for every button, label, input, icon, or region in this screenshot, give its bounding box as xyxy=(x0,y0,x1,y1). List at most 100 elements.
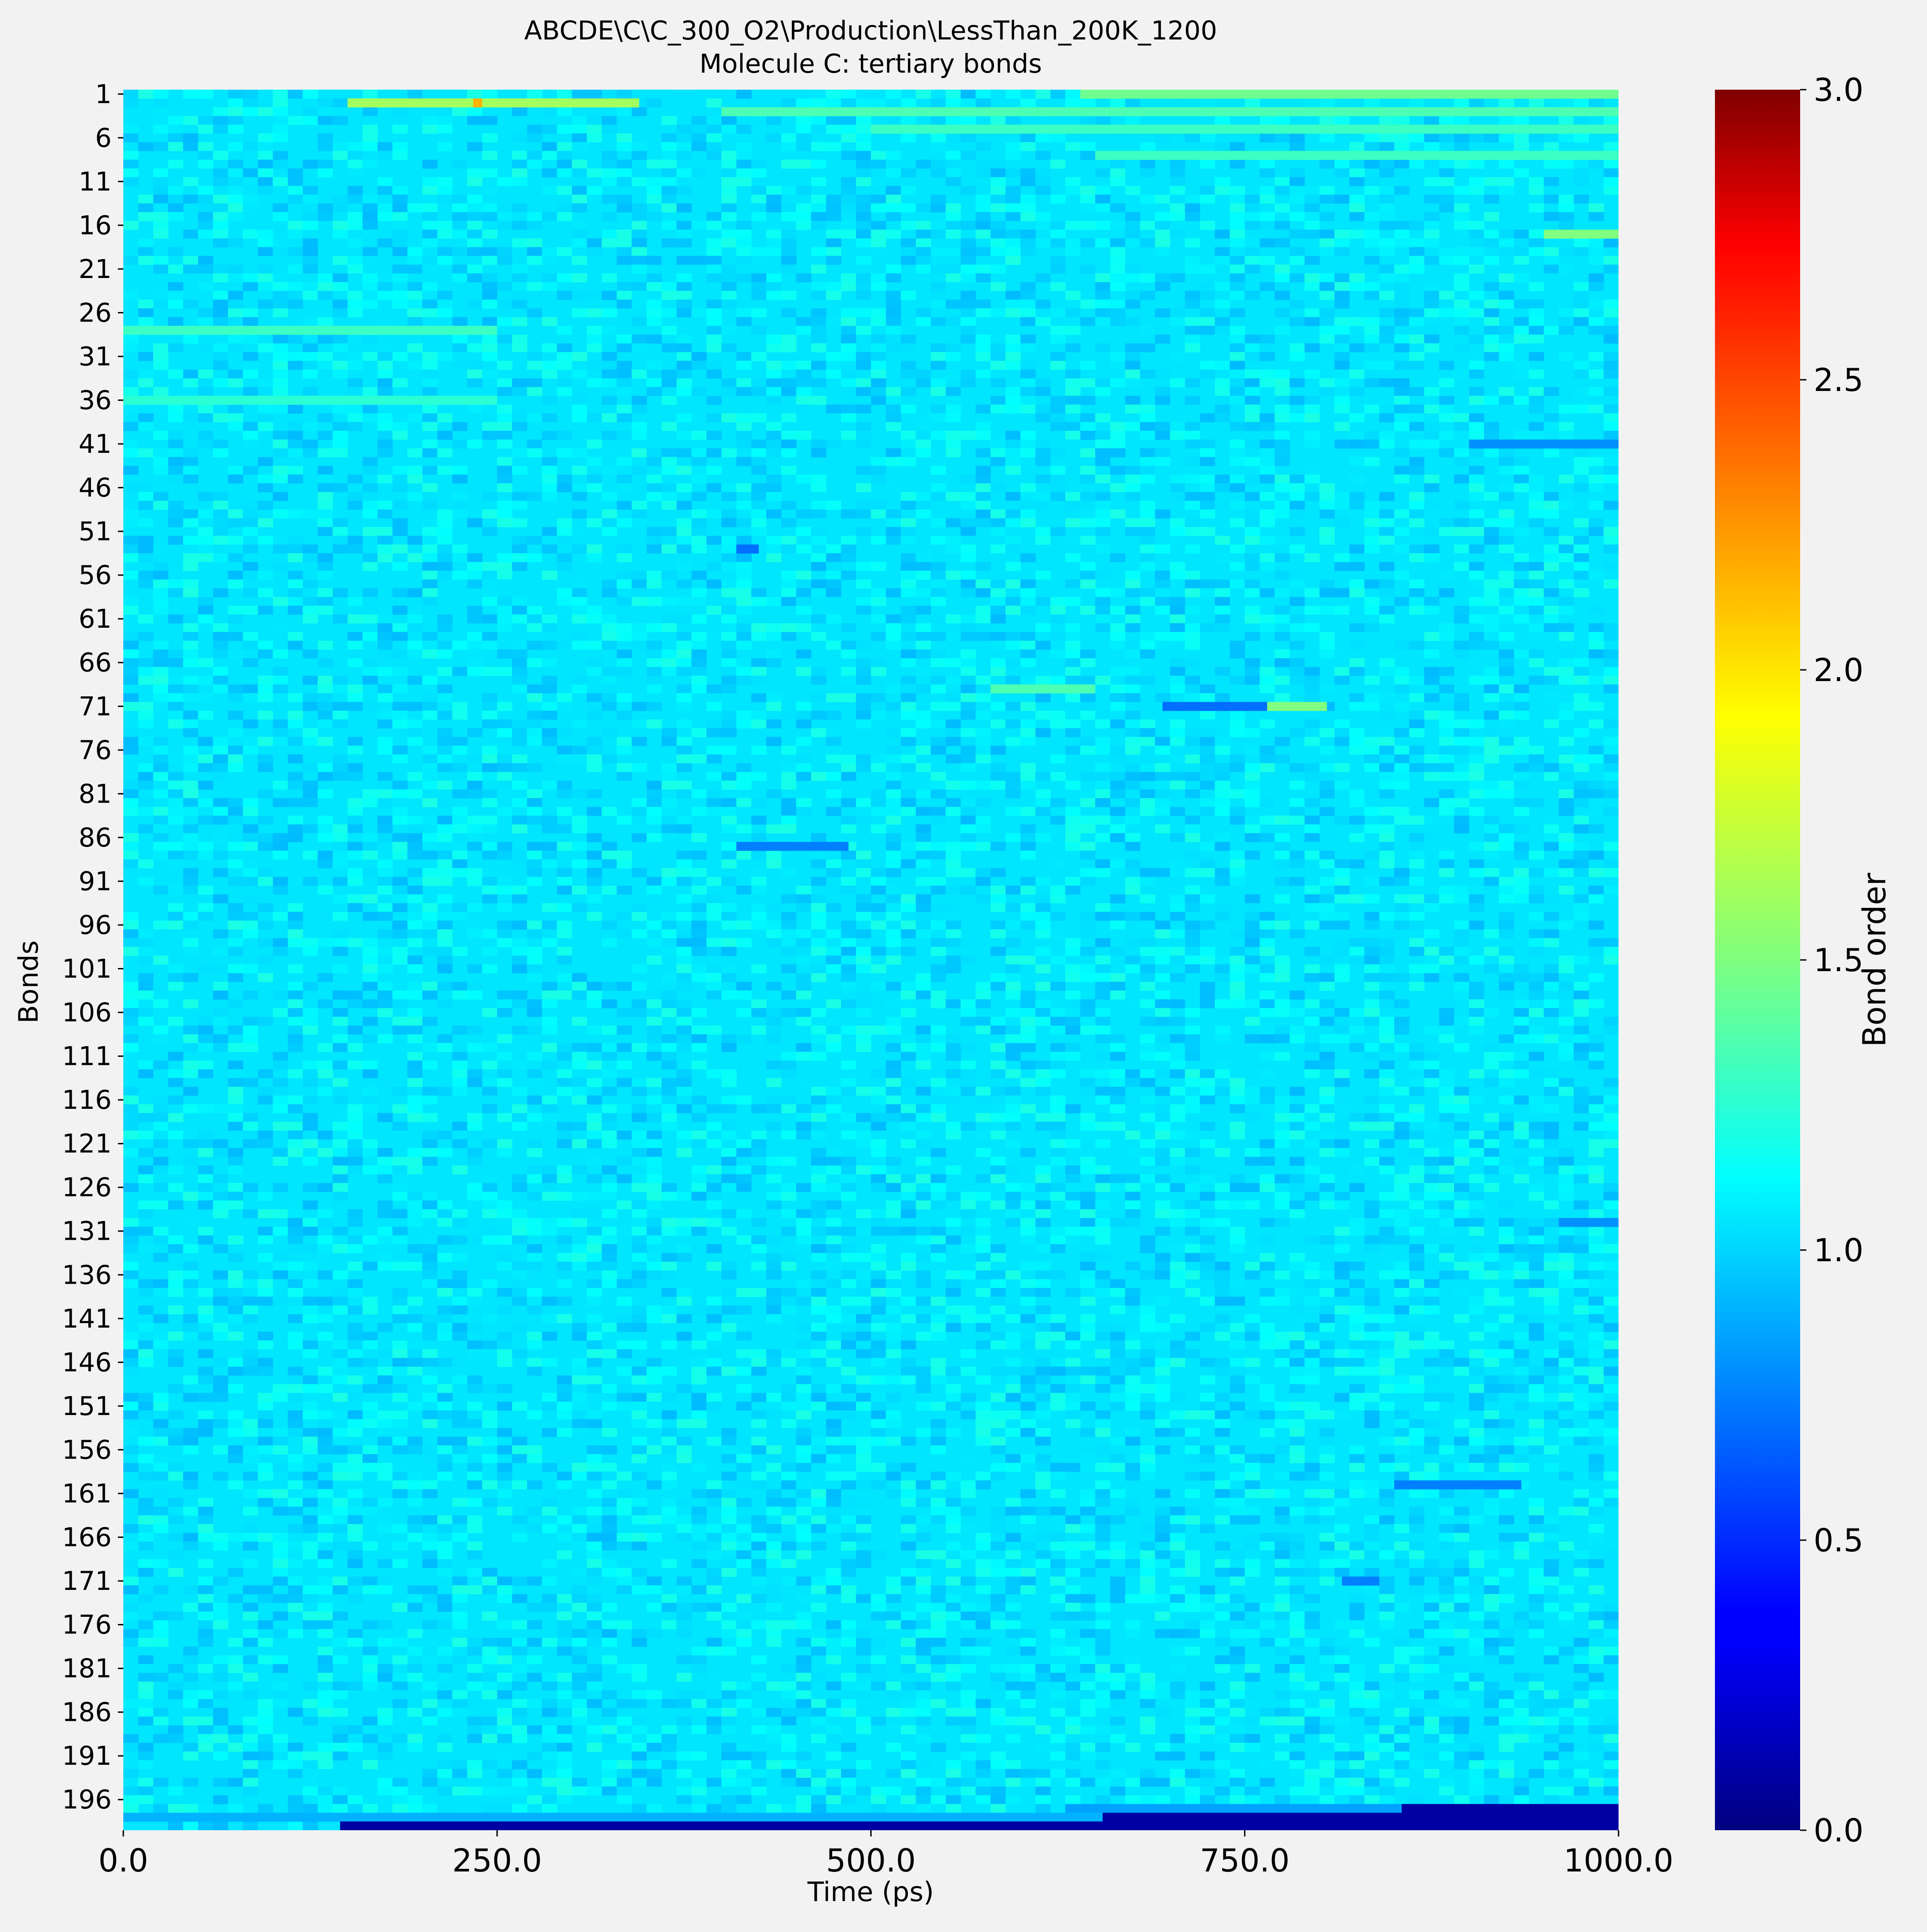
heatmap-cell xyxy=(721,291,737,300)
heatmap-cell xyxy=(871,509,886,519)
heatmap-cell xyxy=(1035,186,1051,195)
heatmap-cell xyxy=(706,684,722,694)
heatmap-cell xyxy=(1454,369,1470,379)
heatmap-cell xyxy=(602,308,617,317)
heatmap-cell xyxy=(616,711,632,720)
heatmap-cell xyxy=(542,256,557,265)
heatmap-cell xyxy=(856,430,872,440)
heatmap-cell xyxy=(1603,457,1619,466)
heatmap-cell xyxy=(736,640,752,650)
heatmap-cell xyxy=(946,413,961,422)
heatmap-cell xyxy=(497,509,512,519)
heatmap-cell xyxy=(287,579,303,589)
heatmap-cell xyxy=(676,369,692,379)
heatmap-cell xyxy=(1379,203,1395,213)
heatmap-cell xyxy=(766,221,781,230)
heatmap-cell xyxy=(437,693,453,703)
heatmap-cell xyxy=(1185,588,1200,598)
heatmap-cell xyxy=(1005,500,1021,510)
heatmap-cell xyxy=(1050,649,1066,659)
heatmap-cell xyxy=(497,754,512,764)
heatmap-cell xyxy=(676,151,692,160)
heatmap-cell xyxy=(901,291,916,300)
heatmap-cell xyxy=(273,90,288,99)
heatmap-cell xyxy=(1080,816,1096,825)
heatmap-cell xyxy=(1319,535,1335,545)
heatmap-cell xyxy=(990,763,1006,773)
heatmap-cell xyxy=(183,649,199,659)
heatmap-cell xyxy=(1558,702,1574,711)
heatmap-cell xyxy=(228,125,243,134)
heatmap-cell xyxy=(527,133,543,143)
heatmap-cell xyxy=(1200,483,1215,492)
heatmap-cell xyxy=(1065,719,1081,729)
heatmap-cell xyxy=(811,317,827,326)
heatmap-cell xyxy=(691,448,707,457)
heatmap-cell xyxy=(198,763,213,773)
heatmap-cell xyxy=(1245,588,1260,598)
heatmap-cell xyxy=(1020,632,1036,641)
heatmap-cell xyxy=(826,859,842,868)
heatmap-cell xyxy=(676,256,692,265)
heatmap-cell xyxy=(1319,579,1335,589)
heatmap-cell xyxy=(1215,807,1230,816)
heatmap-cell xyxy=(213,676,229,685)
heatmap-cell xyxy=(1558,195,1574,204)
heatmap-cell xyxy=(736,798,752,808)
heatmap-cell xyxy=(198,842,213,851)
heatmap-cell xyxy=(647,509,662,519)
heatmap-cell xyxy=(228,116,243,125)
heatmap-cell xyxy=(916,308,931,317)
heatmap-cell xyxy=(676,781,692,790)
heatmap-cell xyxy=(138,247,154,256)
heatmap-cell xyxy=(960,868,976,877)
heatmap-cell xyxy=(332,824,348,834)
heatmap-cell xyxy=(1125,781,1141,790)
heatmap-cell xyxy=(1080,116,1096,125)
heatmap-cell xyxy=(661,527,677,536)
heatmap-cell xyxy=(766,851,781,860)
heatmap-cell xyxy=(1005,238,1021,247)
heatmap-cell xyxy=(512,859,528,868)
heatmap-cell xyxy=(213,588,229,598)
heatmap-cell xyxy=(1020,851,1036,860)
heatmap-cell xyxy=(1245,763,1260,773)
heatmap-cell xyxy=(183,719,199,729)
heatmap-cell xyxy=(1140,457,1155,466)
heatmap-cell xyxy=(1424,160,1440,169)
heatmap-cell xyxy=(1319,684,1335,694)
heatmap-cell xyxy=(422,649,438,659)
heatmap-cell xyxy=(557,702,573,711)
heatmap-cell xyxy=(1155,570,1171,580)
heatmap-cell xyxy=(1573,465,1589,475)
heatmap-cell xyxy=(616,238,632,247)
heatmap-cell xyxy=(542,535,557,545)
heatmap-cell xyxy=(1140,553,1155,563)
heatmap-cell xyxy=(1215,553,1230,563)
heatmap-cell xyxy=(482,798,498,808)
heatmap-cell xyxy=(1095,387,1111,396)
heatmap-cell xyxy=(1080,605,1096,615)
heatmap-cell xyxy=(572,500,587,510)
heatmap-cell xyxy=(826,125,842,134)
heatmap-cell xyxy=(1095,605,1111,615)
heatmap-cell xyxy=(946,387,961,396)
heatmap-cell xyxy=(1469,509,1484,519)
heatmap-cell xyxy=(1364,737,1380,746)
heatmap-cell xyxy=(303,107,318,117)
heatmap-cell xyxy=(123,518,139,527)
heatmap-cell xyxy=(647,256,662,265)
heatmap-cell xyxy=(123,807,139,816)
heatmap-cell xyxy=(258,535,273,545)
heatmap-cell xyxy=(916,160,931,169)
heatmap-cell xyxy=(452,640,468,650)
heatmap-cell xyxy=(781,142,797,152)
heatmap-cell xyxy=(691,807,707,816)
heatmap-cell xyxy=(1319,781,1335,790)
heatmap-cell xyxy=(1603,404,1619,414)
heatmap-cell xyxy=(826,553,842,563)
heatmap-cell xyxy=(1185,579,1200,589)
heatmap-cell xyxy=(1364,326,1380,335)
heatmap-cell xyxy=(258,842,273,851)
